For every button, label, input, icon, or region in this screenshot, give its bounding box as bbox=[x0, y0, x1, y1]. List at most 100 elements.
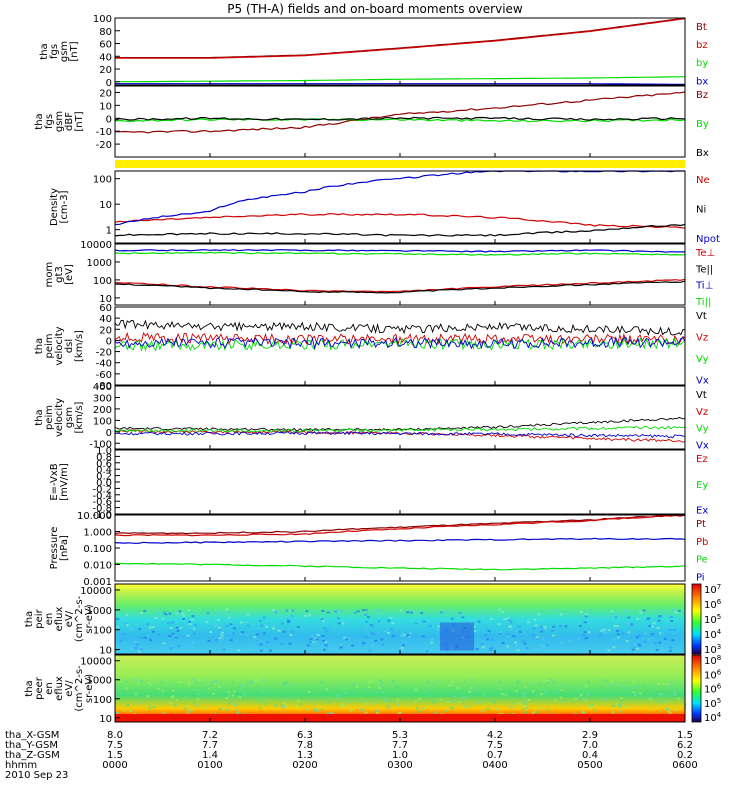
spectrogram-cell bbox=[639, 611, 643, 614]
y-tick-label: 200 bbox=[93, 405, 112, 416]
spectrogram-cell bbox=[130, 627, 134, 630]
spectrogram-cell bbox=[304, 614, 308, 617]
spectrogram-cell bbox=[537, 613, 541, 616]
spectrogram-cell bbox=[673, 628, 676, 631]
legend-entry: Vx bbox=[696, 375, 709, 386]
spectrogram-cell bbox=[151, 626, 155, 629]
spectrogram-cell bbox=[529, 681, 533, 684]
spectrogram-cell bbox=[174, 704, 177, 707]
legend-entry: Vt bbox=[696, 311, 707, 322]
spectrogram-cell bbox=[614, 695, 618, 698]
spectrogram-cell bbox=[203, 707, 207, 710]
spectrogram-cell bbox=[286, 697, 289, 700]
spectrogram-cell bbox=[445, 610, 449, 613]
y-tick-label: -1.0 bbox=[92, 510, 112, 521]
spectrogram-cell bbox=[545, 643, 549, 646]
spectrogram-cell bbox=[341, 622, 345, 625]
footer-value: 6.2 bbox=[677, 740, 693, 751]
spectrogram-cell bbox=[226, 611, 230, 614]
spectrogram-cell bbox=[502, 646, 506, 649]
spectrogram-cell bbox=[386, 705, 390, 708]
footer-value: 5.3 bbox=[392, 730, 408, 741]
legend-entry: Bt bbox=[696, 22, 707, 33]
spectrogram-cell bbox=[587, 681, 591, 684]
footer-value: 0200 bbox=[292, 760, 317, 771]
spectrogram-cell bbox=[543, 627, 547, 630]
spectrogram-cell bbox=[534, 624, 538, 627]
legend-entry: Ti|| bbox=[695, 297, 711, 308]
y-axis-label: gsm bbox=[64, 407, 75, 428]
spectrogram-cell bbox=[135, 623, 139, 626]
spectrogram-cell bbox=[281, 622, 284, 625]
spectrogram-cell bbox=[125, 624, 129, 626]
legend-entry: Vz bbox=[696, 332, 708, 343]
legend-entry: Vy bbox=[696, 424, 709, 435]
spectrogram-cell bbox=[395, 686, 399, 689]
spectrogram-cell bbox=[160, 680, 164, 683]
spectrogram-cell bbox=[124, 680, 128, 683]
spectrogram-cell bbox=[364, 620, 368, 623]
spectrogram-cell bbox=[677, 697, 680, 700]
spectrogram-cell bbox=[232, 627, 236, 630]
spectrogram-cell bbox=[122, 632, 126, 635]
spectrogram-cell bbox=[411, 618, 415, 621]
y-axis-label: [km/s] bbox=[74, 401, 85, 433]
spectrogram-cell bbox=[387, 632, 390, 634]
spectrogram-cell bbox=[115, 645, 118, 648]
y-tick-label: 100 bbox=[93, 416, 112, 427]
spectrogram-cell bbox=[535, 648, 539, 650]
spectrogram-cell bbox=[248, 648, 252, 651]
spectrogram-cell bbox=[642, 609, 646, 612]
y-axis-label: eV/ bbox=[64, 610, 75, 627]
spectrogram-cell bbox=[321, 610, 325, 612]
spectrogram-cell bbox=[546, 680, 550, 682]
spectrogram-cell bbox=[387, 619, 391, 622]
legend-entry: Bz bbox=[696, 90, 708, 101]
spectrogram-cell bbox=[613, 625, 617, 628]
spectrogram-cell bbox=[457, 701, 461, 704]
spectrogram-cell bbox=[125, 687, 129, 690]
footer-value: 0500 bbox=[577, 760, 602, 771]
spectrogram-cell bbox=[181, 612, 185, 615]
series-line-pe bbox=[114, 562, 686, 571]
spectrogram-cell bbox=[407, 636, 411, 638]
spectrogram-cell bbox=[219, 629, 223, 632]
spectrogram-cell bbox=[227, 694, 231, 697]
spectrogram-cell bbox=[665, 708, 669, 711]
spectrogram-cell bbox=[174, 634, 178, 637]
spectrogram-cell bbox=[541, 645, 545, 648]
spectrogram-cell bbox=[558, 700, 562, 703]
series-line-te bbox=[114, 278, 686, 293]
spectrogram-cell bbox=[370, 644, 374, 647]
spectrogram-cell bbox=[493, 701, 497, 704]
y-tick-label: -60 bbox=[96, 370, 112, 381]
y-axis-label: Pressure bbox=[49, 527, 60, 570]
spectrogram-cell bbox=[652, 622, 656, 625]
spectrogram-cell bbox=[228, 702, 232, 705]
spectrogram-cell bbox=[526, 647, 529, 650]
spectrogram-cell bbox=[214, 625, 218, 628]
spectrogram-cell bbox=[188, 620, 192, 623]
legend-entry: Ey bbox=[696, 480, 708, 491]
spectrogram-cell bbox=[193, 702, 197, 705]
spectrogram-cell bbox=[658, 695, 662, 698]
spectrogram-cell bbox=[207, 640, 211, 642]
spectrogram-cell bbox=[275, 697, 279, 700]
spectrogram-cell bbox=[524, 703, 528, 706]
spectrogram-cell bbox=[241, 686, 245, 689]
spectrogram-cell bbox=[343, 636, 347, 639]
spectrogram-cell bbox=[284, 681, 288, 683]
spectrogram-cell bbox=[400, 647, 404, 650]
spectrogram-cell bbox=[347, 637, 351, 640]
spectrogram-cell bbox=[139, 648, 143, 651]
spectrogram-cell bbox=[481, 610, 485, 613]
spectrogram-cell bbox=[508, 619, 512, 622]
spectrogram-cell bbox=[373, 688, 377, 691]
spectrogram-cell bbox=[504, 693, 508, 696]
spectrogram-cell bbox=[222, 695, 226, 698]
series-line-vx bbox=[114, 336, 686, 350]
footer-value: 0300 bbox=[387, 760, 412, 771]
colorbar bbox=[691, 654, 702, 723]
